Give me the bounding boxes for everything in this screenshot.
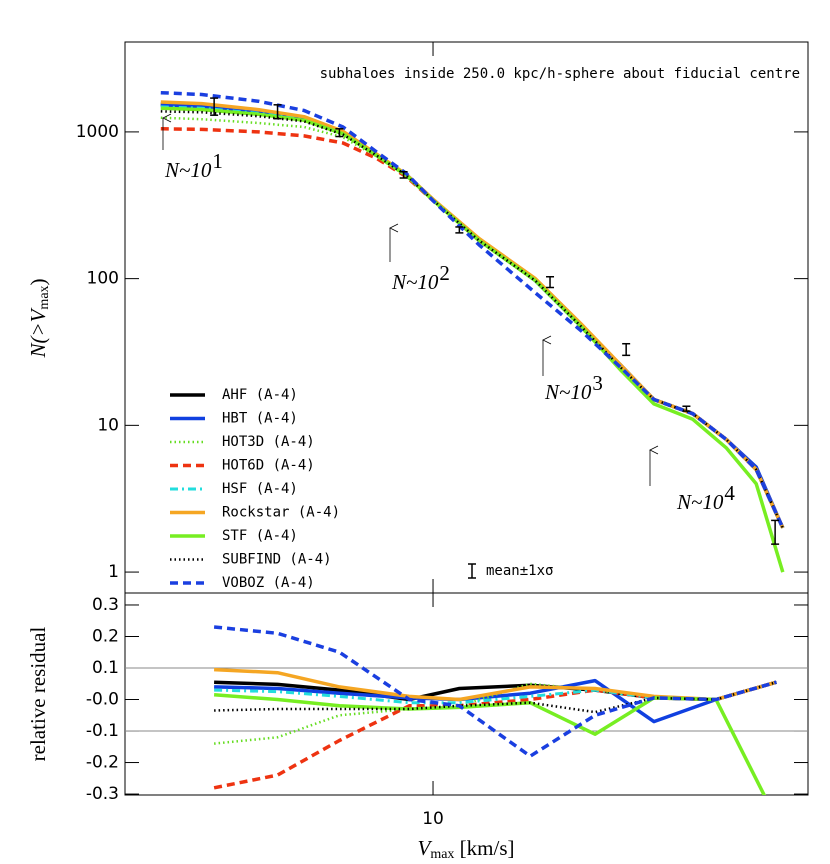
residual-axis-label: relative residual — [26, 626, 50, 761]
series-line — [160, 90, 785, 529]
annotation-text: N~10 — [676, 490, 724, 514]
y-tick-label: -0.0 — [86, 690, 119, 710]
y-tick-label: 100 — [87, 269, 119, 289]
y-axis-label: N(>Vmax) — [26, 278, 52, 358]
bottom-frame — [124, 592, 809, 796]
y-tick-label: 1000 — [76, 122, 119, 142]
y-tick-label: 0.1 — [92, 658, 119, 678]
y-tick-label: 1 — [108, 562, 119, 582]
series-line — [213, 680, 777, 790]
legend-label: Rockstar (A-4) — [222, 505, 340, 521]
legend-label: HOT6D (A-4) — [222, 458, 315, 474]
x-tick-label: 10 — [422, 809, 444, 829]
annotation-text: N~10 — [544, 380, 592, 404]
series-line — [214, 678, 777, 724]
legend-label: VOBOZ (A-4) — [222, 575, 315, 591]
annotation-text: N~10 — [164, 158, 212, 182]
series-line — [213, 693, 767, 795]
series-line — [214, 680, 777, 714]
annotation-exponent: 3 — [592, 371, 603, 395]
legend-label: AHF (A-4) — [222, 387, 298, 403]
chart-title: subhaloes inside 250.0 kpc/h-sphere abou… — [320, 66, 800, 82]
annotation-exponent: 4 — [724, 481, 735, 505]
annotation-text: N~10 — [391, 270, 439, 294]
y-tick-label: 0.2 — [92, 626, 119, 646]
annotation-exponent: 1 — [212, 149, 223, 173]
series-line — [213, 625, 777, 758]
legend-label: HOT3D (A-4) — [222, 434, 315, 450]
y-tick-label: 0.3 — [92, 595, 119, 615]
y-tick-label: -0.3 — [86, 784, 119, 804]
y-tick-label: -0.2 — [86, 753, 119, 773]
y-tick-label: 10 — [97, 415, 119, 435]
error-legend-label: mean±1xσ — [486, 563, 553, 579]
y-tick-label: -0.1 — [86, 721, 119, 741]
legend-label: STF (A-4) — [222, 528, 298, 544]
plot-area — [213, 625, 777, 795]
legend-label: HBT (A-4) — [222, 411, 298, 427]
plot-area — [160, 90, 785, 573]
legend-label: SUBFIND (A-4) — [222, 552, 332, 568]
series-line — [160, 106, 785, 573]
x-axis-label: Vmax [km/s] — [417, 836, 514, 862]
annotation-exponent: 2 — [439, 261, 450, 285]
legend-label: HSF (A-4) — [222, 481, 298, 497]
